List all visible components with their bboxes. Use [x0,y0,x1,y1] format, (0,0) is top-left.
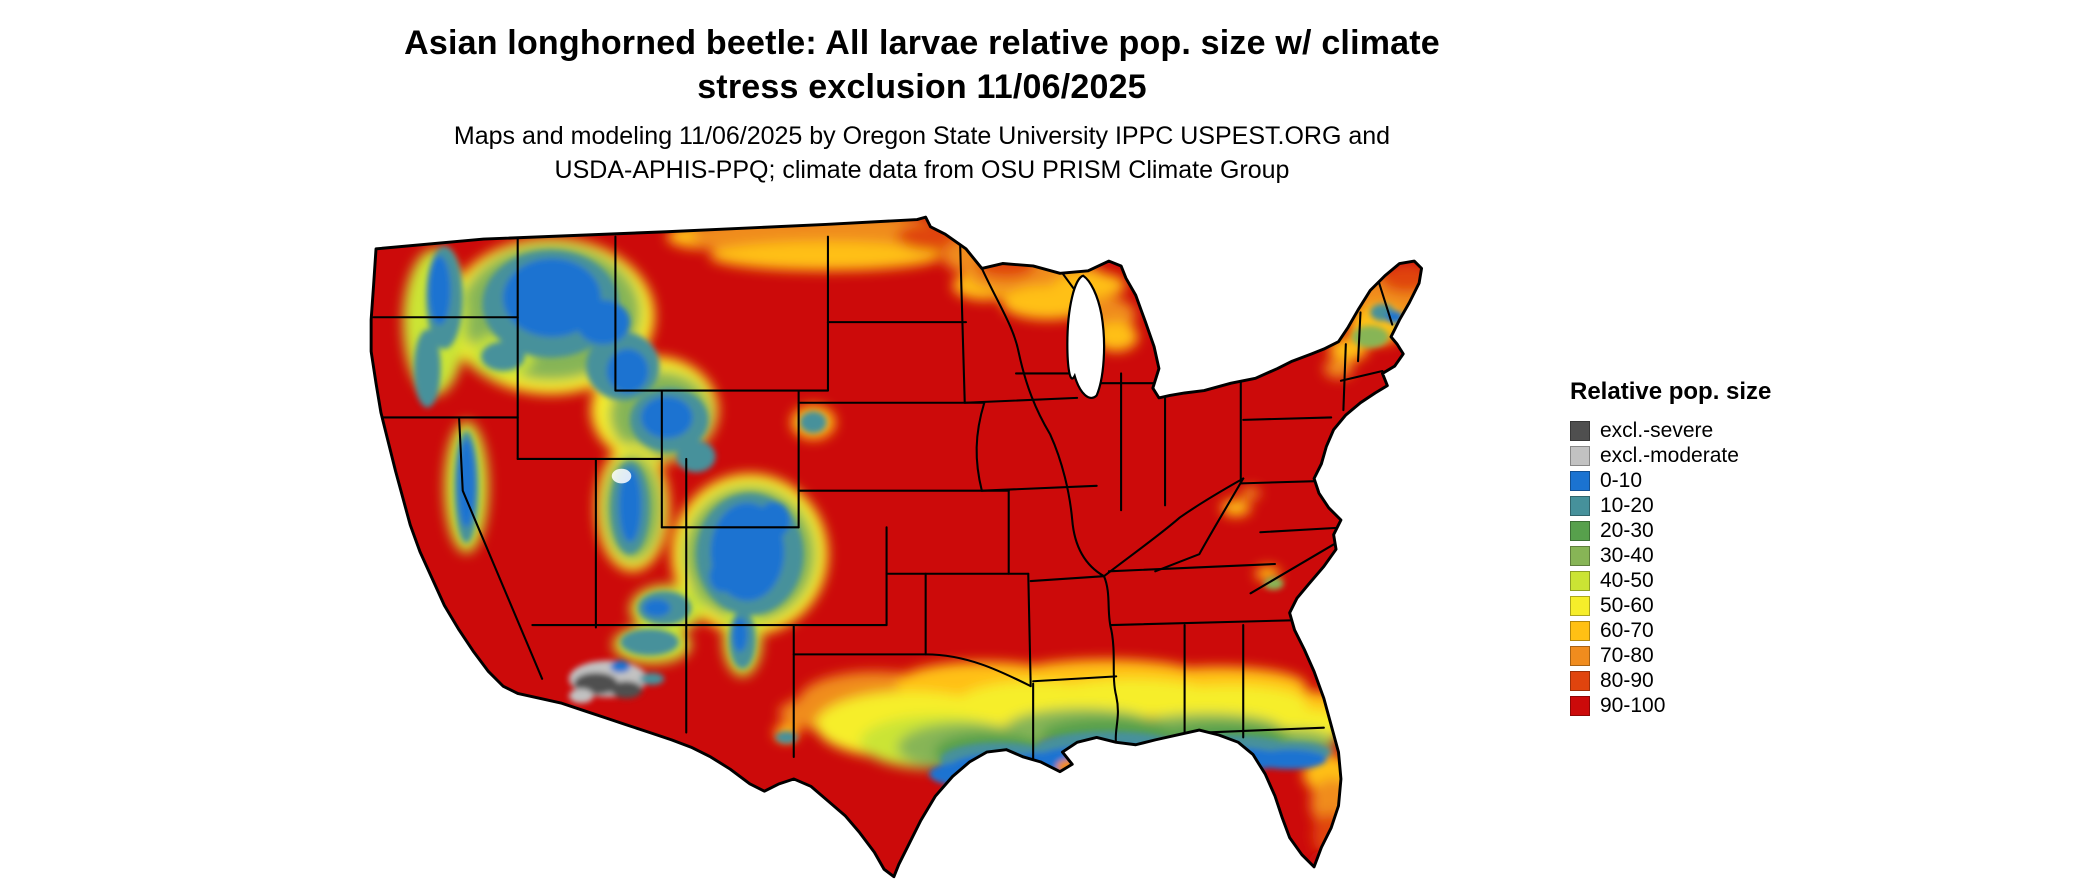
legend-swatch-80-90 [1570,670,1590,691]
legend-swatch-10-20 [1570,495,1590,516]
map-title-line1: Asian longhorned beetle: All larvae rela… [404,24,1440,62]
legend-label: 40-50 [1600,569,1654,592]
legend-row: excl.-moderate [1570,443,1870,468]
map-subtitle-line2: USDA-APHIS-PPQ; climate data from OSU PR… [554,155,1290,184]
legend-row: 0-10 [1570,468,1870,493]
map-subtitle-line1: Maps and modeling 11/06/2025 by Oregon S… [453,122,1391,150]
map-title: Asian longhorned beetle: All larvae rela… [280,22,1564,109]
legend-row: 50-60 [1570,593,1870,618]
legend-label: excl.-severe [1600,419,1714,442]
map-title-line2: stress exclusion 11/06/2025 [697,67,1147,106]
legend-row: 90-100 [1570,693,1870,718]
legend-swatch-60-70 [1570,620,1590,641]
legend-label: 70-80 [1600,644,1654,667]
legend-swatch-excl-severe [1570,420,1590,441]
legend-row: 60-70 [1570,618,1870,643]
legend-row: 80-90 [1570,668,1870,693]
legend-swatch-20-30 [1570,520,1590,541]
us-map [300,200,1522,884]
legend-row: 30-40 [1570,543,1870,568]
legend-label: 10-20 [1600,494,1654,517]
legend-swatch-40-50 [1570,570,1590,591]
legend-title: Relative pop. size [1570,378,1772,405]
population-raster-patches [371,217,1422,874]
legend-label: excl.-moderate [1600,444,1739,467]
legend-label: 30-40 [1600,544,1654,567]
legend-swatch-30-40 [1570,545,1590,566]
legend-label: 90-100 [1600,694,1666,717]
legend-swatch-50-60 [1570,595,1590,616]
legend-label: 20-30 [1600,519,1654,542]
legend-row: excl.-severe [1570,418,1870,443]
legend-label: 80-90 [1600,669,1654,692]
legend-swatch-excl-moderate [1570,445,1590,466]
lake-michigan [1066,274,1106,399]
us-outline [369,215,1424,879]
legend-label: 50-60 [1600,594,1654,617]
legend-row: 10-20 [1570,493,1870,518]
legend-row: 40-50 [1570,568,1870,593]
us-map-svg [369,215,1424,879]
legend-row: 70-80 [1570,643,1870,668]
legend-swatch-70-80 [1570,645,1590,666]
legend-swatch-0-10 [1570,470,1590,491]
legend-label: 60-70 [1600,619,1654,642]
legend: Relative pop. size excl.-severe excl.-mo… [1570,378,1870,718]
great-salt-lake [611,468,632,484]
legend-label: 0-10 [1600,469,1643,492]
map-subtitle: Maps and modeling 11/06/2025 by Oregon S… [280,120,1564,187]
legend-row: 20-30 [1570,518,1870,543]
legend-swatch-90-100 [1570,695,1590,716]
